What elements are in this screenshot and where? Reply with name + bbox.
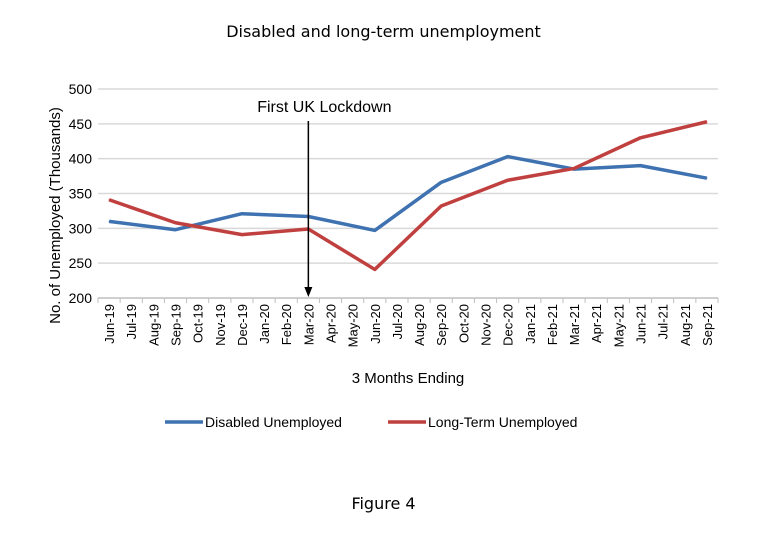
x-tick-label: Nov-20 xyxy=(479,304,494,346)
data-point xyxy=(573,167,575,169)
legend-label: Disabled Unemployed xyxy=(205,414,342,430)
x-tick-label: Jan-20 xyxy=(257,304,272,344)
data-point xyxy=(507,179,509,181)
x-tick-label: Oct-20 xyxy=(456,304,471,343)
data-point xyxy=(706,177,708,179)
x-tick-label: Sep-19 xyxy=(169,304,184,346)
x-tick-label: Jul-21 xyxy=(656,304,671,339)
data-point xyxy=(241,213,243,215)
x-tick-label: Dec-20 xyxy=(501,304,516,346)
x-tick-label: Aug-21 xyxy=(678,304,693,346)
x-tick-label: Sep-21 xyxy=(700,304,715,346)
y-tick-label: 350 xyxy=(69,186,93,202)
y-tick-label: 300 xyxy=(69,220,93,236)
x-tick-label: Mar-21 xyxy=(567,304,582,345)
data-point xyxy=(440,205,442,207)
y-tick-label: 450 xyxy=(69,116,93,132)
x-tick-label: Jun-19 xyxy=(102,304,117,344)
data-point xyxy=(374,229,376,231)
series-line-disabled-unemployed xyxy=(108,154,708,233)
x-tick-label: Feb-21 xyxy=(545,304,560,345)
annotation-arrowhead xyxy=(304,287,313,297)
x-tick-label: Dec-19 xyxy=(235,304,250,346)
x-tick-label: Jun-20 xyxy=(368,304,383,344)
series-line-long-term-unemployed xyxy=(108,120,708,272)
data-point xyxy=(175,222,176,224)
legend-label: Long-Term Unemployed xyxy=(428,414,577,430)
x-axis-label: 3 Months Ending xyxy=(352,370,465,387)
y-tick-label: 400 xyxy=(69,151,93,167)
data-point xyxy=(175,229,176,231)
data-point xyxy=(507,156,509,158)
data-point xyxy=(640,165,641,167)
x-tick-label: Sep-20 xyxy=(434,304,449,346)
x-tick-label: Apr-20 xyxy=(324,304,339,343)
x-tick-label: Apr-21 xyxy=(589,304,604,343)
data-point xyxy=(640,137,641,139)
x-tick-label: Jul-19 xyxy=(124,304,139,339)
chart-title: Disabled and long-term unemployment xyxy=(226,22,541,41)
x-tick-label: Jan-21 xyxy=(523,304,538,344)
data-point xyxy=(374,268,376,270)
y-tick-label: 250 xyxy=(69,255,93,271)
x-tick-label: Nov-19 xyxy=(213,304,228,346)
y-axis-label: No. of Unemployed (Thousands) xyxy=(47,107,64,324)
data-point xyxy=(108,199,110,201)
data-point xyxy=(706,121,708,123)
x-tick-label: Mar-20 xyxy=(301,304,316,345)
figure-caption: Figure 4 xyxy=(351,494,416,513)
x-tick-label: Aug-20 xyxy=(412,304,427,346)
x-tick-label: Feb-20 xyxy=(279,304,294,345)
x-tick-label: May-21 xyxy=(611,304,626,347)
data-point xyxy=(241,234,243,236)
x-tick-label: May-20 xyxy=(346,304,361,347)
x-tick-label: Aug-19 xyxy=(146,304,161,346)
y-tick-label: 200 xyxy=(69,290,93,306)
x-tick-label: Jul-20 xyxy=(390,304,405,339)
y-tick-label: 500 xyxy=(69,81,93,97)
annotation-label: First UK Lockdown xyxy=(257,99,391,116)
x-tick-label: Oct-19 xyxy=(191,304,206,343)
data-point xyxy=(108,220,110,222)
x-tick-label: Jun-21 xyxy=(634,304,649,344)
data-point xyxy=(440,181,442,183)
